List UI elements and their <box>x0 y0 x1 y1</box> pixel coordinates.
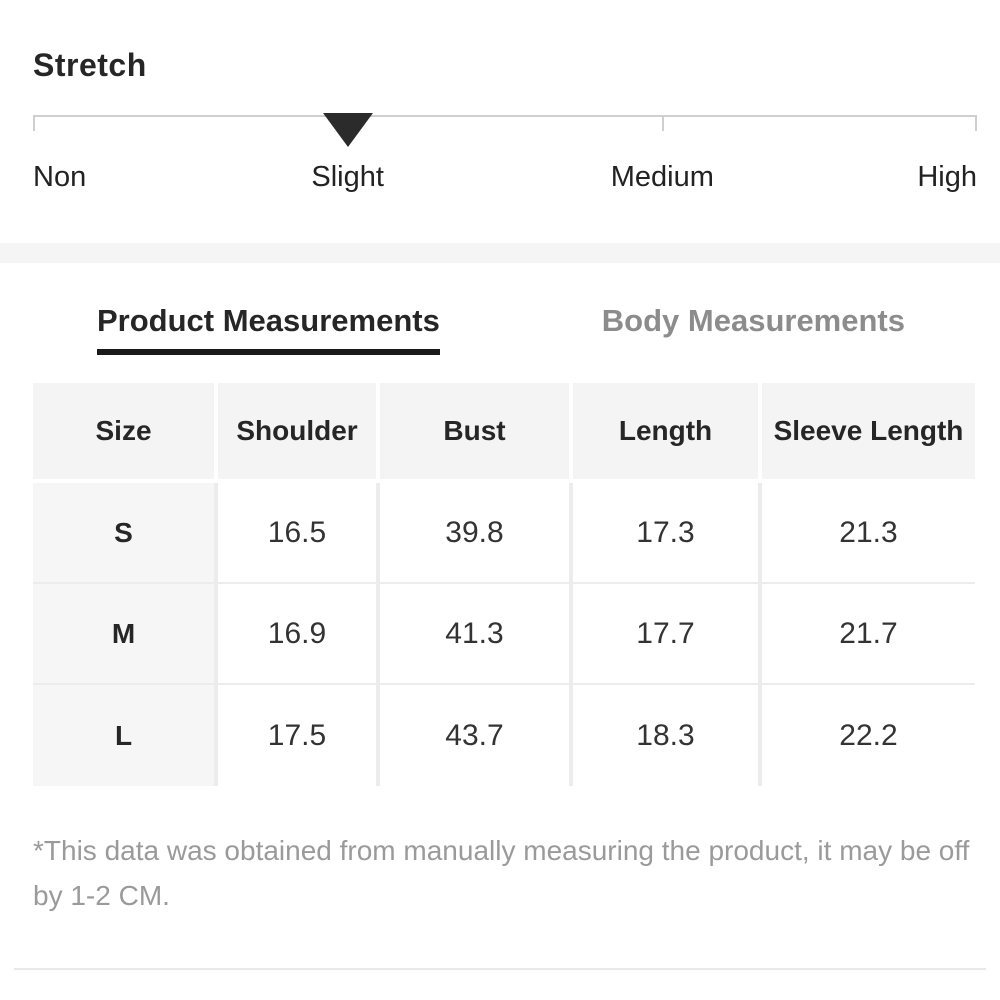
table-cell: 18.3 <box>573 685 762 786</box>
table-cell: 41.3 <box>380 584 573 685</box>
table-row: M 16.9 41.3 17.7 21.7 <box>33 584 975 685</box>
column-header: Length <box>573 383 762 483</box>
table-cell: 21.3 <box>762 483 975 584</box>
column-header: Sleeve Length <box>762 383 975 483</box>
stretch-level-indicator-triangle-icon <box>322 113 373 147</box>
table-row: L 17.5 43.7 18.3 22.2 <box>33 685 975 786</box>
stretch-scale-tick-high <box>975 115 977 131</box>
size-chart-table-container: Size Shoulder Bust Length Sleeve Length S 16.… <box>33 383 975 786</box>
size-chart-table: Size Shoulder Bust Length Sleeve Length S 16.… <box>33 383 975 786</box>
size-cell: L <box>33 685 218 786</box>
table-cell: 43.7 <box>380 685 573 786</box>
stretch-label-high: High <box>917 161 977 193</box>
tab-body-measurements[interactable]: Body Measurements <box>601 303 905 338</box>
table-header-row: Size Shoulder Bust Length Sleeve Length <box>33 383 975 483</box>
stretch-scale <box>33 113 977 151</box>
table-cell: 22.2 <box>762 685 975 786</box>
stretch-label-medium: Medium <box>610 161 714 193</box>
tab-product-measurements[interactable]: Product Measurements <box>97 303 440 355</box>
table-cell: 17.3 <box>573 483 762 584</box>
table-cell: 16.9 <box>218 584 380 685</box>
column-header: Size <box>33 383 218 483</box>
stretch-scale-tick-non <box>33 115 35 131</box>
table-cell: 16.5 <box>218 483 380 584</box>
stretch-label-slight: Slight <box>311 161 384 193</box>
bottom-divider <box>14 968 986 970</box>
table-cell: 17.5 <box>218 685 380 786</box>
column-header: Bust <box>380 383 573 483</box>
size-cell: M <box>33 584 218 685</box>
table-cell: 21.7 <box>762 584 975 685</box>
table-cell: 39.8 <box>380 483 573 584</box>
section-separator-band <box>0 243 1000 263</box>
table-cell: 17.7 <box>573 584 762 685</box>
stretch-scale-line <box>33 115 977 117</box>
size-cell: S <box>33 483 218 584</box>
column-header: Shoulder <box>218 383 380 483</box>
stretch-section-title: Stretch <box>33 47 147 83</box>
stretch-label-non: Non <box>33 161 87 193</box>
stretch-scale-labels: Non Slight Medium High <box>33 161 977 197</box>
stretch-scale-tick-medium <box>662 115 665 131</box>
table-row: S 16.5 39.8 17.3 21.3 <box>33 483 975 584</box>
measurements-tab-bar: Product Measurements Body Measurements <box>97 303 905 355</box>
measurement-disclaimer: *This data was obtained from manually me… <box>33 835 970 911</box>
